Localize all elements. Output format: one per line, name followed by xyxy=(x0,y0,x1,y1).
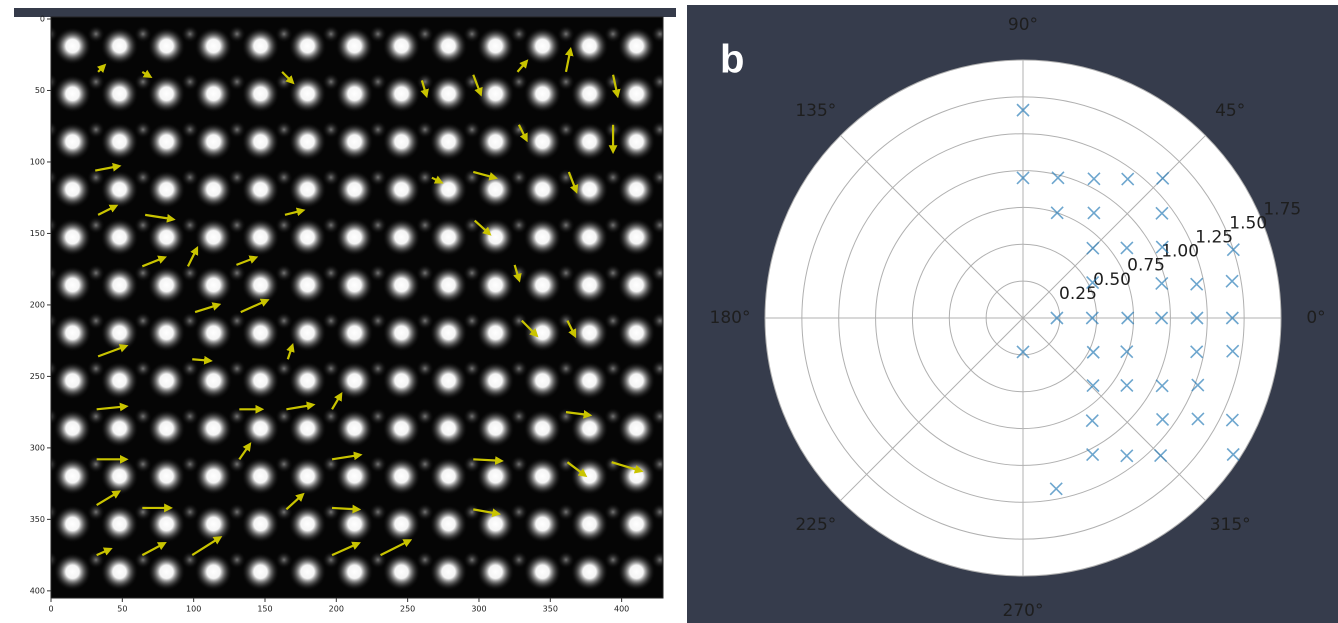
r-tick-label: 0.50 xyxy=(1093,270,1131,290)
y-tick-label: 350 xyxy=(30,515,45,524)
theta-tick-label: 90° xyxy=(1008,15,1038,35)
x-tick-label: 250 xyxy=(400,605,415,614)
x-tick-label: 100 xyxy=(186,605,201,614)
x-tick-label: 50 xyxy=(117,605,127,614)
r-tick-label: 1.50 xyxy=(1229,213,1267,233)
y-tick-label: 150 xyxy=(30,229,45,238)
arrow xyxy=(192,359,209,360)
y-tick-label: 100 xyxy=(30,157,45,166)
theta-tick-label: 135° xyxy=(795,101,836,121)
y-tick-label: 300 xyxy=(30,443,45,452)
theta-tick-label: 0° xyxy=(1306,308,1325,328)
x-tick-label: 0 xyxy=(48,605,53,614)
top-strip xyxy=(14,8,676,17)
x-tick-label: 400 xyxy=(614,605,629,614)
panel-label: b xyxy=(720,38,744,82)
r-tick-label: 0.25 xyxy=(1059,284,1097,304)
panel-label: a xyxy=(22,32,45,76)
y-tick-label: 400 xyxy=(30,586,45,595)
theta-tick-label: 270° xyxy=(1003,601,1044,621)
x-tick-label: 350 xyxy=(543,605,558,614)
arrow xyxy=(473,459,500,460)
page: 0 50 100 150 200 250 300 350 400 0 50 100 150 200 250 3… xyxy=(0,0,1338,623)
y-tick-label: 200 xyxy=(30,300,45,309)
theta-tick-label: 45° xyxy=(1215,101,1245,121)
r-tick-label: 0.75 xyxy=(1127,256,1165,276)
arrow xyxy=(332,508,358,509)
x-tick-label: 150 xyxy=(257,605,272,614)
y-tick-label: 0 xyxy=(40,15,45,24)
theta-tick-label: 225° xyxy=(795,515,836,535)
y-tick-label: 50 xyxy=(35,86,45,95)
x-tick-label: 200 xyxy=(329,605,344,614)
r-tick-label: 1.75 xyxy=(1263,199,1301,219)
x-tick-label: 300 xyxy=(471,605,486,614)
figure: 0 50 100 150 200 250 300 350 400 0 50 100 150 200 250 3… xyxy=(0,0,1338,623)
atom-image xyxy=(51,17,663,598)
theta-tick-label: 315° xyxy=(1210,515,1251,535)
theta-tick-label: 180° xyxy=(710,308,751,328)
y-tick-label: 250 xyxy=(30,372,45,381)
